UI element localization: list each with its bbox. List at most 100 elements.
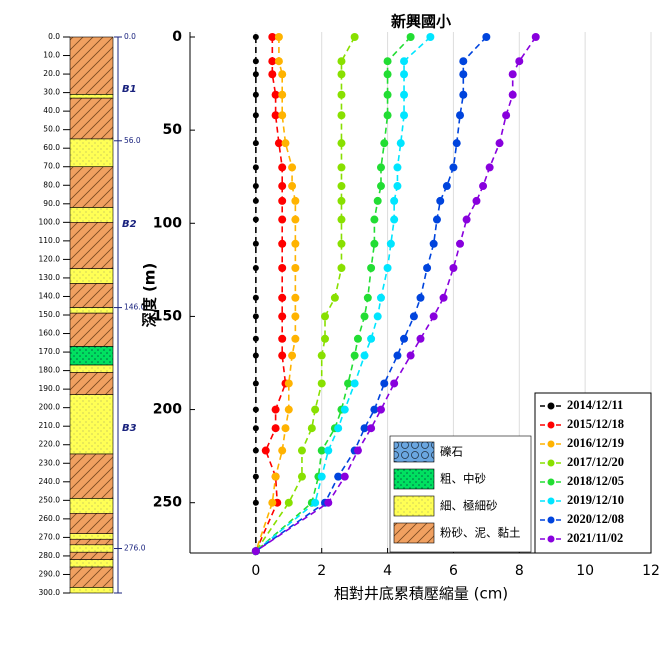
data-point xyxy=(456,111,465,120)
unit-label: B3 xyxy=(122,423,137,434)
data-point xyxy=(350,351,359,360)
x-tick-label: 0 xyxy=(251,563,260,579)
legend-marker xyxy=(547,421,555,429)
soil-layer xyxy=(69,268,114,284)
data-point xyxy=(252,71,259,78)
data-point xyxy=(284,405,293,414)
data-point xyxy=(307,424,316,433)
boundary-label: 56.0 xyxy=(124,136,141,145)
data-point xyxy=(337,139,346,148)
data-point xyxy=(252,447,259,454)
data-point xyxy=(380,139,389,148)
data-point xyxy=(291,312,300,321)
soil-layer xyxy=(69,36,114,95)
soil-layer xyxy=(69,138,114,168)
boundary-label: 276.0 xyxy=(124,544,146,553)
legend-label: 2021/11/02 xyxy=(567,531,623,545)
data-point xyxy=(278,163,287,172)
data-point xyxy=(479,182,488,191)
data-point xyxy=(442,182,451,191)
data-point xyxy=(383,263,392,272)
log-tick-label: 50.0 xyxy=(43,125,60,134)
y-tick-label: 150 xyxy=(153,308,182,324)
x-tick-label: 6 xyxy=(449,563,458,579)
log-tick-label: 70.0 xyxy=(43,162,60,171)
legend-label: 2018/12/05 xyxy=(567,474,624,488)
log-tick-label: 210.0 xyxy=(39,421,61,430)
log-tick-label: 170.0 xyxy=(39,347,61,356)
log-tick-label: 90.0 xyxy=(43,199,60,208)
data-point xyxy=(515,57,524,66)
data-point xyxy=(337,57,346,66)
boundary-label: 0.0 xyxy=(124,32,136,41)
data-point xyxy=(340,472,349,481)
data-point xyxy=(383,70,392,79)
data-point xyxy=(531,33,540,41)
data-point xyxy=(291,215,300,224)
data-point xyxy=(278,90,287,99)
data-point xyxy=(271,472,280,481)
data-point xyxy=(386,239,395,248)
data-point xyxy=(337,111,346,120)
log-tick-label: 40.0 xyxy=(43,106,60,115)
chart-title: 新興國小 xyxy=(391,13,451,31)
data-point xyxy=(429,239,438,248)
legend-marker xyxy=(547,535,555,543)
data-point xyxy=(271,424,280,433)
data-point xyxy=(252,34,259,40)
soil-layer xyxy=(69,498,114,514)
data-point xyxy=(390,196,399,205)
data-point xyxy=(291,239,300,248)
data-point xyxy=(297,446,306,455)
data-point xyxy=(380,379,389,388)
soil-layer xyxy=(69,544,114,553)
data-point xyxy=(482,33,491,41)
data-point xyxy=(367,263,376,272)
data-point xyxy=(278,293,287,302)
log-tick-label: 10.0 xyxy=(43,51,60,60)
data-point xyxy=(360,424,369,433)
data-point xyxy=(271,111,280,120)
data-point xyxy=(324,498,333,507)
data-point xyxy=(278,70,287,79)
soil-layer xyxy=(69,453,114,499)
soil-layer xyxy=(69,283,114,308)
data-point xyxy=(274,33,283,41)
soil-label: 粉砂、泥、黏土 xyxy=(440,526,521,540)
data-point xyxy=(370,405,379,414)
soil-layer xyxy=(69,364,114,373)
soil-layer xyxy=(69,372,114,395)
data-point xyxy=(288,163,297,172)
log-tick-label: 260.0 xyxy=(39,514,61,523)
data-point xyxy=(393,351,402,360)
legend-marker xyxy=(547,459,555,467)
legend-label: 2014/12/11 xyxy=(567,398,623,412)
data-point xyxy=(449,163,458,172)
data-point xyxy=(252,380,259,387)
data-point xyxy=(370,215,379,224)
data-point xyxy=(252,91,259,98)
x-tick-label: 10 xyxy=(576,563,594,579)
y-tick-label: 0 xyxy=(172,29,182,45)
data-point xyxy=(370,239,379,248)
x-tick-label: 4 xyxy=(383,563,392,579)
soil-layer xyxy=(69,312,114,347)
data-point xyxy=(344,379,353,388)
y-axis-label: 深度 (m) xyxy=(141,263,159,328)
log-tick-label: 110.0 xyxy=(39,236,61,245)
data-point xyxy=(317,446,326,455)
data-point xyxy=(337,70,346,79)
data-point xyxy=(252,58,259,65)
data-point xyxy=(252,216,259,223)
unit-label: B2 xyxy=(122,219,137,230)
data-point xyxy=(376,293,385,302)
data-point xyxy=(400,334,409,343)
boundary-label: 146.0 xyxy=(124,303,146,312)
data-point xyxy=(390,215,399,224)
data-point xyxy=(439,293,448,302)
y-tick-label: 50 xyxy=(163,122,183,138)
data-point xyxy=(288,182,297,191)
data-point xyxy=(353,334,362,343)
